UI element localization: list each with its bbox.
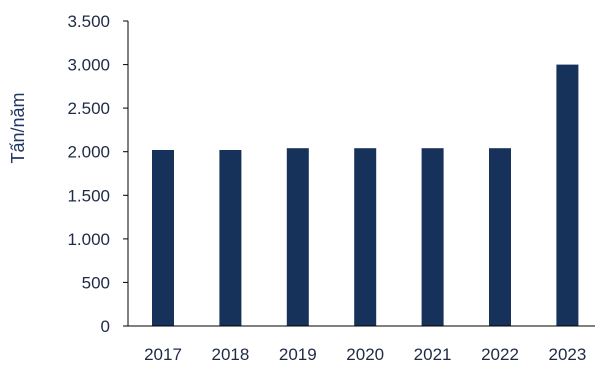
y-axis-title: Tấn/năm — [8, 92, 28, 163]
y-axis-ticks: 0 500 1.000 1.500 2.000 2.500 3.000 3.500 — [67, 12, 128, 336]
y-tick-label: 500 — [82, 273, 110, 292]
y-tick-label: 0 — [101, 317, 110, 336]
bars-group — [152, 64, 579, 326]
y-tick-label: 2.500 — [67, 99, 110, 118]
x-tick-label: 2022 — [481, 345, 519, 364]
bar-2022 — [489, 148, 511, 326]
x-tick-label: 2017 — [144, 345, 182, 364]
bar-2023 — [556, 64, 579, 326]
y-tick-label: 2.000 — [67, 143, 110, 162]
x-tick-label: 2020 — [346, 345, 384, 364]
x-tick-label: 2019 — [279, 345, 317, 364]
bar-2021 — [421, 148, 444, 326]
y-tick-label: 1.500 — [67, 186, 110, 205]
x-axis-ticks: 2017 2018 2019 2020 2021 2022 2023 — [144, 345, 586, 364]
x-tick-label: 2021 — [414, 345, 452, 364]
bar-2018 — [219, 150, 242, 326]
bar-2017 — [152, 150, 174, 326]
bar-2019 — [286, 148, 309, 326]
y-tick-label: 3.000 — [67, 56, 110, 75]
x-tick-label: 2023 — [548, 345, 586, 364]
y-tick-label: 3.500 — [67, 12, 110, 31]
bar-2020 — [354, 148, 377, 326]
x-tick-label: 2018 — [211, 345, 249, 364]
y-tick-label: 1.000 — [67, 230, 110, 249]
